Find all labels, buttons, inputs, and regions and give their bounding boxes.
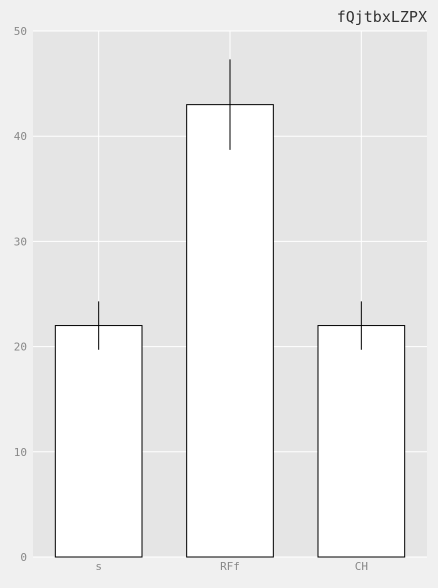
bar-CH <box>317 325 406 558</box>
chart-title: fQjtbxLZPX <box>337 8 427 26</box>
bar-s <box>54 325 143 558</box>
x-tick-labels: s RFf CH <box>95 560 368 573</box>
x-tick-label: s <box>95 560 102 573</box>
bar-RFf <box>186 104 274 558</box>
y-tick-labels: 0 10 20 30 40 50 <box>14 25 27 564</box>
bars <box>54 104 406 558</box>
x-tick-label: RFf <box>220 560 240 573</box>
y-tick-label: 10 <box>14 446 27 459</box>
y-tick-label: 20 <box>14 341 27 354</box>
error-bars <box>98 59 362 350</box>
y-tick-label: 0 <box>20 551 27 564</box>
y-tick-label: 30 <box>14 235 27 248</box>
y-tick-label: 40 <box>14 130 27 143</box>
x-tick-label: CH <box>355 560 368 573</box>
y-tick-label: 50 <box>14 25 27 38</box>
